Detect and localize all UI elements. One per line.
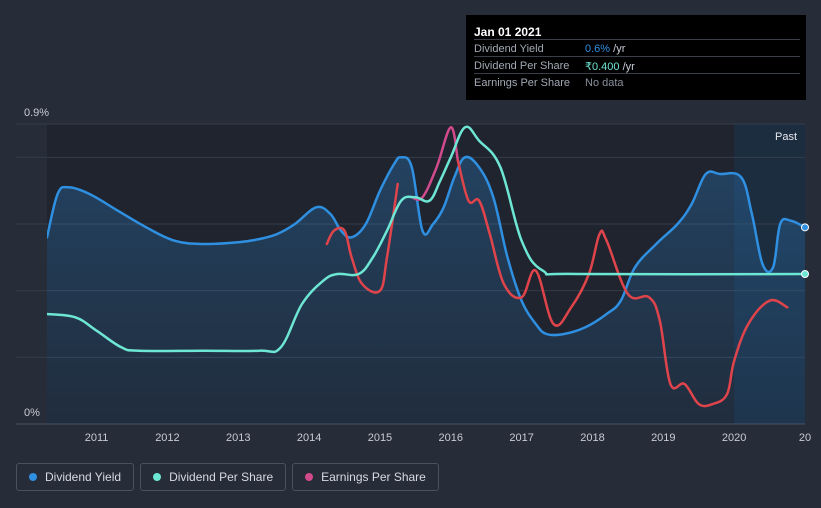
x-tick-label: 2015 — [368, 432, 392, 444]
legend-label: Dividend Yield — [45, 470, 122, 484]
legend-dividend-per-share[interactable]: Dividend Per Share — [140, 463, 287, 491]
y-tick-label: 0.9% — [24, 107, 49, 119]
tooltip-value-number: No data — [585, 77, 624, 89]
chart-tooltip: Jan 01 2021 Dividend Yield 0.6% /yr Divi… — [466, 15, 806, 100]
past-label: Past — [775, 131, 797, 143]
chart-legend: Dividend Yield Dividend Per Share Earnin… — [16, 463, 439, 491]
dividend-per-share-end-marker — [801, 270, 809, 278]
earnings-per-share-line — [456, 159, 789, 408]
earnings-per-share-line — [410, 126, 460, 201]
tooltip-date: Jan 01 2021 — [474, 25, 542, 39]
legend-label: Dividend Per Share — [169, 470, 274, 484]
legend-dot-icon — [305, 473, 314, 481]
dividend-per-share-line — [47, 125, 805, 354]
x-tick-label: 2017 — [509, 432, 533, 444]
legend-dividend-yield[interactable]: Dividend Yield — [16, 463, 135, 491]
tooltip-value-unit: /yr — [619, 61, 635, 73]
dividend-yield-end-marker — [801, 223, 809, 232]
legend-dot-icon — [153, 473, 162, 481]
tooltip-value-unit: /yr — [610, 43, 626, 55]
x-tick-label: 2020 — [722, 432, 746, 444]
tooltip-label: Earnings Per Share — [474, 77, 570, 89]
x-tick-label: 2014 — [297, 432, 321, 444]
tooltip-row-dividend-per-share: Dividend Per Share ₹0.400 /yr — [474, 56, 800, 74]
x-tick-label: 2019 — [651, 432, 675, 444]
tooltip-value-number: 0.6% — [585, 43, 611, 55]
x-tick-label: 2013 — [226, 432, 250, 444]
x-tick-label: 20 — [799, 432, 811, 444]
tooltip-row-dividend-yield: Dividend Yield 0.6% /yr — [474, 39, 800, 57]
tooltip-row-earnings-per-share: Earnings Per Share No data — [474, 73, 800, 91]
tooltip-label: Dividend Per Share — [474, 60, 570, 72]
legend-dot-icon — [29, 473, 37, 481]
x-tick-label: 2016 — [439, 432, 463, 444]
x-tick-label: 2011 — [85, 432, 109, 444]
tooltip-value: No data — [585, 77, 624, 89]
tooltip-value: ₹0.400 /yr — [585, 60, 635, 73]
legend-earnings-per-share[interactable]: Earnings Per Share — [292, 463, 439, 491]
dividend-yield-area — [47, 156, 805, 424]
x-tick-label: 2018 — [580, 432, 604, 444]
x-tick-label: 2012 — [155, 432, 179, 444]
tooltip-value-number: ₹0.400 — [585, 61, 620, 73]
legend-label: Earnings Per Share — [321, 470, 426, 484]
dividend-yield-line — [47, 155, 805, 337]
tooltip-value: 0.6% /yr — [585, 43, 625, 55]
y-tick-label: 0% — [24, 407, 40, 419]
tooltip-label: Dividend Yield — [474, 43, 544, 55]
